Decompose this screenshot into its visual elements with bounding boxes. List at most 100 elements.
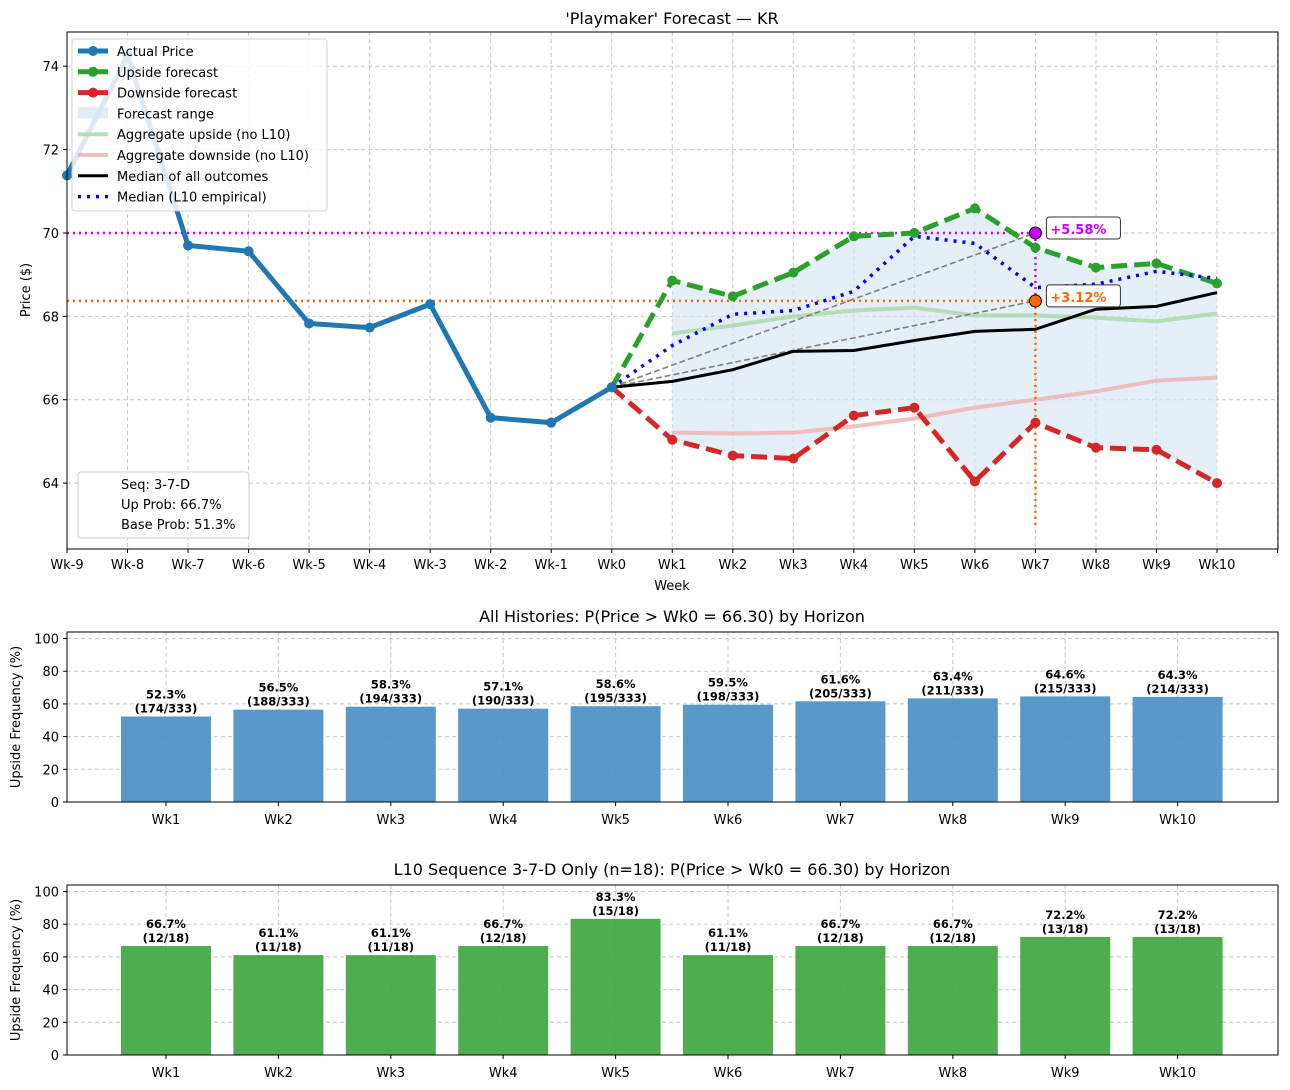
info-box-line: Base Prob: 51.3% [121,518,235,533]
tick-label-x: Wk6 [714,1066,743,1081]
bar [458,708,549,802]
axes-frame [66,31,1279,550]
tick-label-y: 68 [42,310,59,325]
data-point [1151,444,1162,455]
tick-label-y: 64 [42,477,59,492]
data-point [788,267,799,278]
forecast-range-area [672,208,1217,484]
axes-frame [66,631,1279,803]
data-point [969,476,980,487]
bar-value-label: 66.7% [146,917,186,931]
bar-count-label: (214/333) [1146,682,1209,696]
bar [1020,696,1111,802]
bar-count-label: (188/333) [247,695,310,709]
data-point [485,412,496,423]
data-point [304,318,315,329]
bar [345,955,436,1055]
target-label-box [1045,216,1121,240]
y-axis-label: Upside Frequency (%) [9,646,24,788]
data-point [909,227,920,238]
bar-value-label: 83.3% [596,890,636,904]
tick-label-x: Wk-3 [413,558,446,573]
bar-value-label: 63.4% [933,669,973,683]
tick-label-x: Wk1 [152,1066,181,1081]
downside-forecast-line [610,385,1219,486]
bar-count-label: (211/333) [921,683,984,697]
tick-label-x: Wk7 [826,1066,855,1081]
tick-label-y: 40 [42,984,59,999]
bar-count-label: (190/333) [472,694,535,708]
legend-label: Downside forecast [117,87,237,102]
tick-label-x: Wk9 [1142,558,1171,573]
legend-swatch [78,107,108,119]
data-point [1151,258,1162,269]
data-point [243,246,254,257]
tick-label-x: Wk10 [1199,558,1236,573]
tick-label-x: Wk7 [826,813,855,828]
bar-count-label: (194/333) [359,692,422,706]
bar-count-label: (215/333) [1034,681,1097,695]
bar-value-label: 66.7% [933,917,973,931]
data-point [909,402,920,413]
data-point [969,203,980,214]
data-point [183,240,194,251]
data-point [606,382,617,393]
bar-count-label: (11/18) [255,940,302,954]
legend-label: Aggregate downside (no L10) [117,149,309,164]
tick-label-y: 70 [42,227,59,242]
tick-label-x: Wk-7 [171,558,204,573]
data-point [1212,478,1222,489]
data-point [848,231,859,242]
data-point [364,322,375,333]
bar-value-label: 66.7% [483,917,523,931]
bar-count-label: (13/18) [1042,922,1089,936]
data-point [727,291,738,302]
bar-value-label: 61.1% [708,926,748,940]
data-point [848,410,859,421]
bar-count-label: (15/18) [592,904,639,918]
bar-count-label: (12/18) [143,931,190,945]
target-label: +5.58% [1050,223,1106,238]
bar [233,709,324,802]
tick-label-x: Wk-5 [292,558,325,573]
tick-label-x: Wk-6 [232,558,265,573]
bar [683,704,773,802]
legend-label: Median (L10 empirical) [117,191,267,206]
info-box-line: Seq: 3-7-D [121,478,190,493]
tick-label-y: 66 [42,394,59,409]
tick-label-x: Wk-8 [111,558,144,573]
tick-label-y: 40 [42,731,59,746]
bar [1132,936,1223,1055]
bar-count-label: (11/18) [367,940,414,954]
bar-count-label: (174/333) [135,702,198,716]
tick-label-x: Wk6 [961,558,990,573]
bar-count-label: (205/333) [809,686,872,700]
bar-count-label: (198/333) [697,690,760,704]
bar [1020,936,1111,1055]
bar-count-label: (12/18) [480,931,527,945]
tick-label-x: Wk4 [840,558,869,573]
data-point [546,417,557,428]
tick-label-x: Wk10 [1159,813,1196,828]
tick-label-y: 100 [34,886,59,901]
tick-label-x: Wk3 [779,558,808,573]
tick-label-y: 20 [42,763,59,778]
info-box [77,471,250,539]
bar-value-label: 72.2% [1045,908,1085,922]
bar-value-label: 59.5% [708,676,748,690]
bar-count-label: (13/18) [1154,922,1201,936]
legend-label: Actual Price [117,45,194,60]
bar-value-label: 61.1% [371,926,411,940]
tick-label-x: Wk5 [601,813,630,828]
legend-frame [71,38,328,212]
data-point [788,453,799,464]
tick-label-x: Wk-1 [535,558,568,573]
tick-label-x: Wk8 [938,813,967,828]
tick-label-x: Wk2 [264,813,293,828]
legend-label: Upside forecast [117,66,218,81]
y-axis-label: Price ($) [19,263,34,317]
axes-frame [66,884,1279,1056]
tick-label-x: Wk9 [1051,813,1080,828]
tick-label-y: 20 [42,1016,59,1031]
bar-value-label: 61.6% [820,672,860,686]
